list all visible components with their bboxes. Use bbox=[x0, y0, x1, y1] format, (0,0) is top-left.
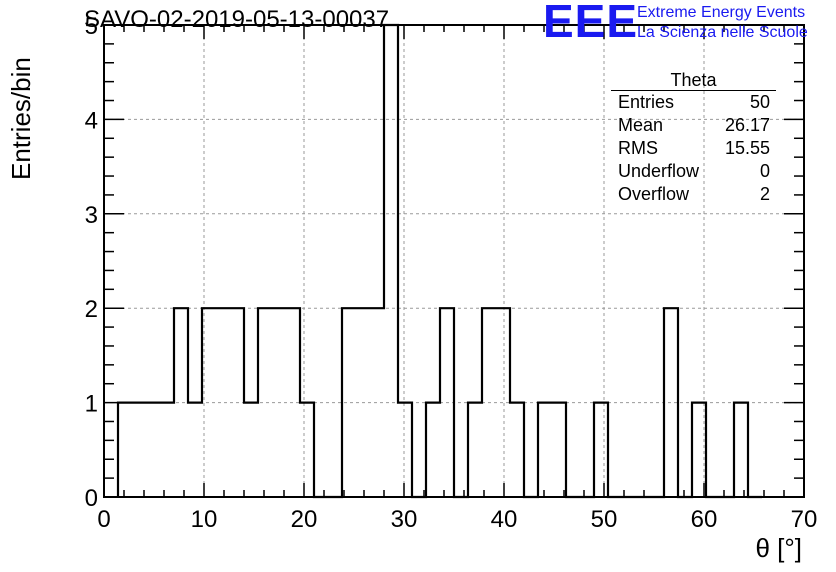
y-tick-label: 4 bbox=[85, 107, 98, 134]
x-tick-label: 70 bbox=[791, 506, 818, 533]
stats-label: Overflow bbox=[618, 184, 690, 204]
histogram-series bbox=[116, 23, 762, 499]
stats-value: 0 bbox=[759, 161, 770, 181]
stats-label: Underflow bbox=[618, 161, 700, 181]
stats-value: 15.55 bbox=[724, 138, 770, 158]
y-tick-label: 1 bbox=[85, 391, 98, 418]
stats-label: Entries bbox=[618, 92, 675, 112]
axis-ticks bbox=[103, 24, 805, 498]
stats-row-overflow: Overflow 2 bbox=[611, 183, 776, 206]
x-tick-label: 50 bbox=[591, 506, 618, 533]
stats-row-underflow: Underflow 0 bbox=[611, 160, 776, 183]
plot-frame bbox=[103, 24, 805, 498]
y-tick-label: 0 bbox=[85, 485, 98, 512]
chart-title: SAVO-02-2019-05-13-00037 bbox=[84, 6, 390, 33]
y-tick-label: 5 bbox=[85, 13, 98, 40]
y-tick-label: 2 bbox=[85, 296, 98, 323]
stats-row-rms: RMS 15.55 bbox=[611, 137, 776, 160]
x-tick-label: 30 bbox=[391, 506, 418, 533]
y-tick-label: 3 bbox=[85, 202, 98, 229]
x-tick-label: 0 bbox=[97, 506, 110, 533]
eee-logo: EEE bbox=[543, 0, 639, 47]
stats-label: RMS bbox=[618, 138, 658, 158]
logo-text-line2: La Scienza nelle Scuole bbox=[637, 24, 808, 41]
stats-value: 50 bbox=[749, 92, 770, 112]
y-axis-label-text: Entries/bin bbox=[6, 57, 36, 180]
stats-value: 26.17 bbox=[724, 115, 770, 135]
x-tick-label: 20 bbox=[291, 506, 318, 533]
stats-title: Theta bbox=[611, 70, 776, 91]
stats-value: 2 bbox=[759, 184, 770, 204]
x-tick-label: 10 bbox=[191, 506, 218, 533]
stats-row-mean: Mean 26.17 bbox=[611, 114, 776, 137]
x-axis-label: θ [°] bbox=[755, 533, 802, 563]
x-tick-label: 60 bbox=[691, 506, 718, 533]
stats-row-entries: Entries 50 bbox=[611, 91, 776, 114]
logo-text-line1: Extreme Energy Events bbox=[637, 4, 806, 21]
stats-label: Mean bbox=[618, 115, 664, 135]
stats-box: Theta Entries 50 Mean 26.17 RMS 15.55 Un… bbox=[611, 70, 776, 206]
x-tick-label: 40 bbox=[491, 506, 518, 533]
